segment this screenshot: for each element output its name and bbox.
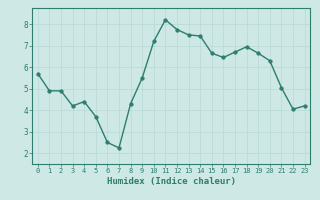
X-axis label: Humidex (Indice chaleur): Humidex (Indice chaleur) bbox=[107, 177, 236, 186]
